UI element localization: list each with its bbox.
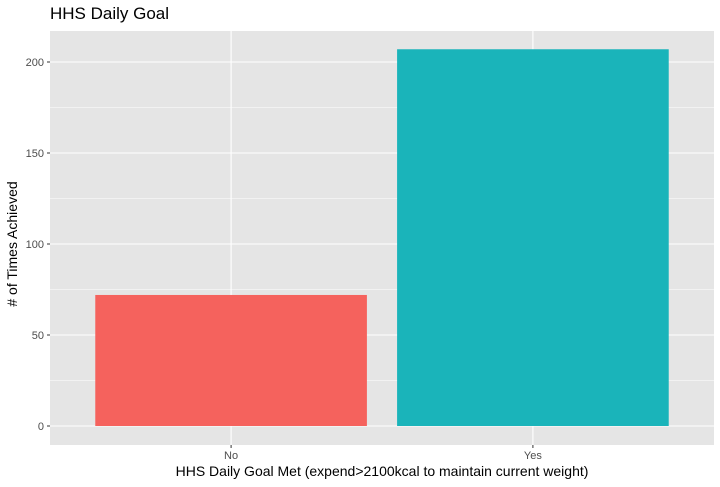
- bars: [95, 49, 669, 426]
- y-axis-title: # of Times Achieved: [4, 181, 20, 306]
- y-tick-label: 0: [38, 421, 44, 433]
- x-tick-label: No: [224, 450, 238, 462]
- y-tick-label: 150: [26, 148, 44, 160]
- bar-no: [95, 294, 367, 426]
- x-axis-title: HHS Daily Goal Met (expend>2100kcal to m…: [176, 463, 589, 479]
- y-tick-label: 50: [32, 330, 44, 342]
- y-tick-label: 100: [26, 239, 44, 251]
- x-tick-label: Yes: [524, 450, 542, 462]
- chart-title: HHS Daily Goal: [50, 4, 169, 23]
- y-axis-ticks: 0 50 100 150 200: [26, 57, 50, 433]
- x-axis-ticks: No Yes: [224, 445, 542, 462]
- y-tick-label: 200: [26, 57, 44, 69]
- bar-yes: [397, 49, 669, 426]
